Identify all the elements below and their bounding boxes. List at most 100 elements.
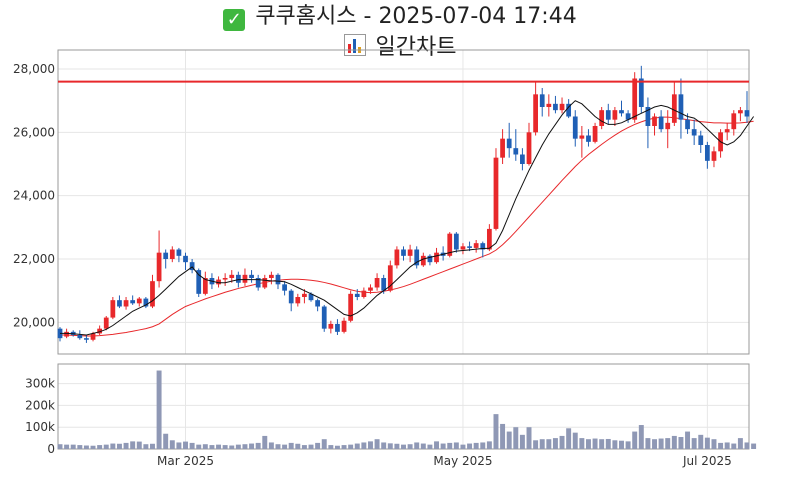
candle-body: [434, 252, 439, 263]
candle: [295, 293, 301, 307]
candle-body: [473, 243, 479, 248]
volume-bar: [612, 440, 618, 449]
candle: [500, 129, 505, 164]
candle: [328, 320, 334, 334]
moving-average-short: [60, 100, 755, 336]
volume-bar: [354, 443, 360, 449]
volume-y-tick-label: 0: [47, 442, 55, 456]
volume-bar: [401, 444, 406, 449]
candle: [103, 316, 109, 331]
volume-bar: [90, 445, 96, 449]
candle-body: [738, 110, 743, 114]
candle: [394, 246, 400, 269]
volume-bar: [638, 425, 644, 449]
candle-body: [427, 255, 433, 263]
x-tick-label: Jul 2025: [682, 454, 732, 468]
candle-body: [671, 94, 677, 123]
candle: [335, 319, 340, 335]
candle-body: [103, 317, 109, 329]
volume-bar: [566, 428, 572, 449]
candle: [196, 268, 202, 297]
volume-bar: [216, 444, 222, 449]
candle: [605, 103, 611, 125]
candle: [619, 100, 624, 117]
gridlines: [58, 50, 749, 449]
candle: [302, 289, 307, 304]
volume-bar: [295, 443, 301, 449]
volume-bar: [440, 443, 446, 449]
candle: [202, 271, 208, 296]
volume-panel-frame: [57, 363, 750, 450]
candle-body: [407, 249, 413, 256]
volume-bar: [678, 437, 684, 449]
candle-body: [315, 300, 321, 307]
volume-bar: [645, 438, 651, 449]
candle-body: [255, 278, 261, 288]
candle: [321, 304, 327, 332]
candle-body: [354, 293, 360, 297]
candle: [77, 330, 83, 340]
volume-bar: [249, 443, 255, 449]
candle-body: [447, 233, 453, 256]
volume-bar: [737, 438, 743, 449]
candle-body: [84, 338, 89, 340]
candle-body: [744, 110, 750, 117]
candle-body: [493, 157, 499, 229]
candle: [453, 232, 459, 253]
candle: [136, 297, 142, 307]
volume-bar: [724, 442, 730, 449]
candle: [348, 290, 354, 323]
candle-body: [539, 94, 545, 107]
candle: [255, 274, 261, 291]
candle: [387, 260, 393, 293]
candle: [533, 81, 538, 136]
candle-body: [196, 270, 202, 294]
volume-bar: [711, 439, 717, 449]
candle: [222, 273, 228, 286]
candle: [586, 129, 591, 147]
candle-body: [387, 265, 393, 291]
candle-body: [500, 138, 505, 158]
volume-bar: [136, 441, 142, 449]
volume-bar: [301, 445, 307, 449]
volume-bar: [222, 445, 228, 449]
volume-bar: [328, 445, 334, 449]
candle-body: [704, 145, 710, 161]
candle: [566, 99, 572, 119]
volume-bar: [718, 442, 724, 449]
candle: [718, 129, 723, 158]
price-y-tick-label: 26,000: [13, 125, 55, 139]
candle: [315, 298, 321, 312]
candle-body: [480, 243, 486, 250]
candle: [427, 254, 433, 266]
candle: [671, 81, 677, 126]
volume-bar: [387, 443, 393, 449]
candle-body: [665, 122, 671, 130]
candle: [216, 276, 221, 288]
candle-body: [420, 255, 426, 266]
candle: [520, 148, 525, 171]
price-y-tick-label: 28,000: [13, 62, 55, 76]
candle-body: [632, 78, 638, 120]
candle: [645, 97, 651, 149]
candle-body: [711, 151, 717, 161]
candle: [117, 295, 122, 309]
volume-bar: [526, 427, 532, 449]
candle-body: [599, 110, 605, 126]
candle-body: [513, 148, 519, 155]
volume-bar: [110, 443, 116, 449]
volume-bar: [255, 442, 261, 449]
volume-bar: [143, 444, 149, 449]
volume-bar: [235, 444, 241, 449]
volume-bar: [196, 444, 202, 449]
candle-body: [546, 103, 552, 107]
price-y-tick-label: 22,000: [13, 252, 55, 266]
candle: [513, 129, 519, 161]
candle: [123, 297, 129, 310]
candle-body: [242, 274, 248, 283]
candle: [130, 295, 136, 305]
candle: [110, 297, 116, 320]
volume-bar: [361, 442, 367, 449]
chart-title-text: 쿠쿠홈시스 - 2025-07-04 17:44: [255, 4, 577, 29]
